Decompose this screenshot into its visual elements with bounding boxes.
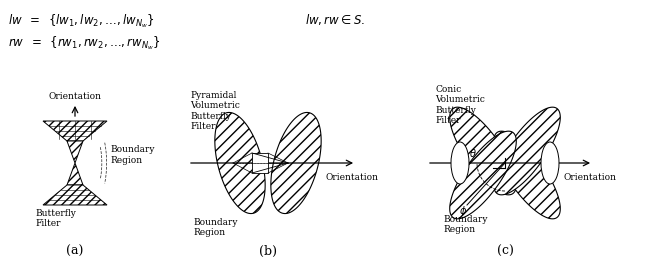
Polygon shape [450, 107, 517, 195]
Text: (b): (b) [259, 245, 277, 258]
Text: $\phi$: $\phi$ [459, 204, 467, 218]
Polygon shape [494, 107, 560, 195]
Polygon shape [215, 113, 265, 214]
Text: Boundary
Region: Boundary Region [193, 218, 237, 237]
Text: $lw \;\; = \;\; \{lw_1, lw_2, \ldots, lw_{N_w}\}$: $lw \;\; = \;\; \{lw_1, lw_2, \ldots, lw… [8, 12, 155, 30]
Polygon shape [494, 131, 560, 219]
Text: Orientation: Orientation [48, 92, 101, 101]
Text: Conic
Volumetric
Butterfly
Filter: Conic Volumetric Butterfly Filter [435, 85, 485, 125]
Text: $lw, rw \in S.$: $lw, rw \in S.$ [305, 12, 365, 27]
Text: Pyramidal
Volumetric
Butterfly
Filter: Pyramidal Volumetric Butterfly Filter [190, 91, 240, 131]
Polygon shape [67, 141, 83, 163]
Text: $\theta$: $\theta$ [469, 147, 477, 159]
Polygon shape [252, 153, 268, 173]
Ellipse shape [451, 142, 469, 184]
Polygon shape [450, 131, 517, 219]
Polygon shape [43, 185, 107, 205]
Text: Orientation: Orientation [563, 172, 616, 181]
Polygon shape [271, 113, 321, 214]
Polygon shape [67, 163, 83, 185]
Text: (c): (c) [496, 245, 513, 258]
Text: Boundary
Region: Boundary Region [110, 145, 155, 165]
Text: Orientation: Orientation [326, 172, 379, 181]
Polygon shape [43, 121, 107, 141]
Text: $rw \;\; = \;\; \{rw_1, rw_2, \ldots, rw_{N_w}\}$: $rw \;\; = \;\; \{rw_1, rw_2, \ldots, rw… [8, 34, 161, 52]
Text: Butterfly
Filter: Butterfly Filter [35, 209, 76, 228]
Text: (a): (a) [66, 245, 84, 258]
Text: Boundary
Region: Boundary Region [443, 215, 488, 234]
Ellipse shape [541, 142, 559, 184]
